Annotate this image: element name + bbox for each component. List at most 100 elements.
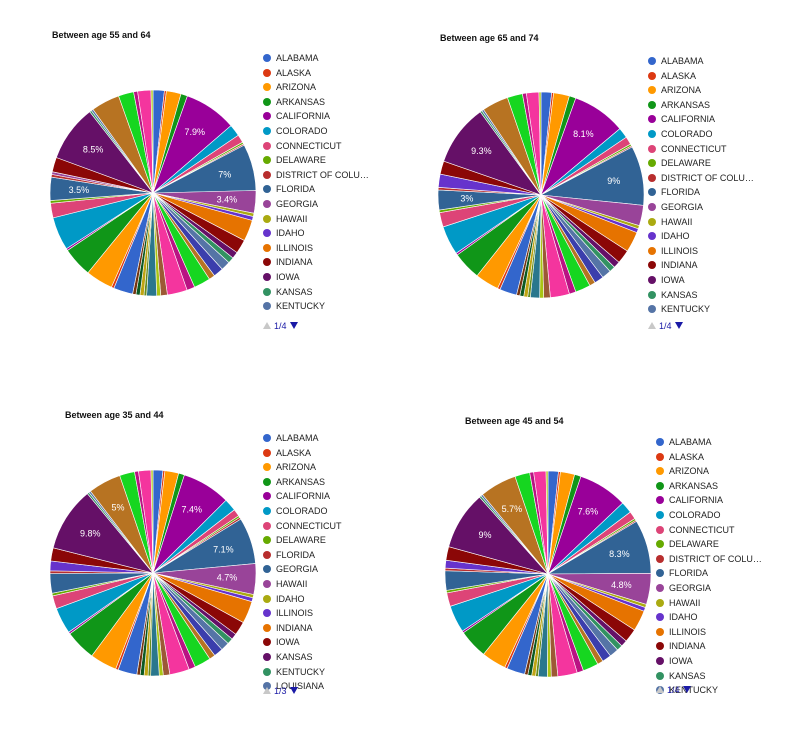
legend-swatch bbox=[656, 554, 664, 563]
legend-swatch bbox=[656, 467, 664, 476]
legend-swatch bbox=[263, 463, 271, 472]
legend-swatch bbox=[263, 594, 271, 603]
legend-swatch bbox=[263, 200, 271, 208]
legend-swatch bbox=[656, 671, 664, 680]
legend-swatch bbox=[648, 276, 656, 284]
legend-label: FLORIDA bbox=[276, 549, 316, 560]
legend-swatch bbox=[656, 584, 664, 592]
legend-label: ARKANSAS bbox=[669, 480, 719, 491]
slice-label: 7% bbox=[218, 169, 231, 179]
slice-label: 9% bbox=[607, 176, 620, 186]
legend-swatch bbox=[656, 438, 664, 446]
legend-swatch bbox=[648, 246, 656, 255]
legend-swatch bbox=[656, 642, 664, 651]
pager-down-icon[interactable] bbox=[290, 687, 298, 694]
legend-swatch bbox=[656, 481, 664, 490]
legend-label: INDIANA bbox=[276, 257, 313, 268]
legend-swatch bbox=[263, 623, 271, 632]
legend-swatch bbox=[263, 127, 271, 135]
legend-swatch bbox=[648, 217, 656, 226]
slice-label: 9.8% bbox=[80, 528, 101, 538]
legend-label: COLORADO bbox=[276, 126, 328, 136]
legend-label: CONNECTICUT bbox=[669, 524, 735, 535]
legend-label: CONNECTICUT bbox=[276, 520, 342, 531]
pie-slice[interactable] bbox=[538, 91, 542, 196]
legend-label: ILLINOIS bbox=[669, 626, 707, 637]
legend-swatch bbox=[648, 57, 656, 65]
legend-swatch bbox=[648, 173, 656, 182]
slice-label: 8.5% bbox=[83, 144, 104, 154]
legend-label: KANSAS bbox=[276, 652, 313, 662]
pager-up-icon[interactable] bbox=[263, 322, 271, 329]
legend-swatch bbox=[648, 115, 656, 124]
legend-swatch bbox=[656, 452, 664, 461]
legend-label: CALIFORNIA bbox=[276, 491, 331, 502]
chart-title: Between age 35 and 44 bbox=[65, 410, 164, 420]
legend-label: ARIZONA bbox=[669, 466, 710, 477]
pager-text: 1/4 bbox=[659, 321, 672, 331]
legend-swatch bbox=[656, 598, 664, 607]
legend-label: INDIANA bbox=[669, 641, 706, 652]
legend-swatch bbox=[648, 100, 656, 109]
legend-swatch bbox=[263, 302, 271, 311]
legend-swatch bbox=[648, 261, 656, 270]
legend-swatch bbox=[263, 667, 271, 676]
legend-label: ILLINOIS bbox=[276, 608, 314, 619]
pie-slice[interactable] bbox=[150, 89, 154, 194]
pie-slice[interactable] bbox=[150, 469, 154, 574]
legend-label: HAWAII bbox=[661, 216, 693, 227]
legend-swatch bbox=[656, 540, 664, 549]
legend-label: ALABAMA bbox=[669, 437, 712, 447]
legend-swatch bbox=[263, 170, 271, 179]
legend-label: INDIANA bbox=[661, 260, 698, 271]
pager-down-icon[interactable] bbox=[675, 322, 683, 329]
pager-text: 1/4 bbox=[667, 685, 680, 695]
legend-label: ILLINOIS bbox=[661, 245, 699, 256]
legend-label: CALIFORNIA bbox=[276, 111, 331, 122]
legend-swatch bbox=[656, 569, 664, 578]
chart-title: Between age 55 and 64 bbox=[52, 30, 151, 40]
legend-swatch bbox=[263, 83, 271, 92]
pager-up-icon[interactable] bbox=[648, 322, 656, 329]
legend-label: HAWAII bbox=[276, 579, 308, 589]
slice-label: 3.5% bbox=[69, 185, 90, 195]
legend-label: IOWA bbox=[276, 637, 300, 648]
legend-label: GEORGIA bbox=[276, 199, 319, 209]
legend-label: IDAHO bbox=[669, 612, 698, 623]
legend-swatch bbox=[263, 112, 271, 121]
legend-swatch bbox=[263, 287, 271, 296]
pager-up-icon[interactable] bbox=[656, 686, 664, 693]
legend-label: GEORGIA bbox=[661, 202, 704, 212]
pie-slice[interactable] bbox=[545, 470, 549, 575]
legend-label: DELAWARE bbox=[661, 158, 711, 169]
legend-swatch bbox=[263, 682, 271, 691]
legend-label: ARKANSAS bbox=[276, 476, 326, 487]
legend-label: DISTRICT OF COLU… bbox=[669, 553, 762, 564]
legend-label: KANSAS bbox=[276, 286, 313, 297]
chart-title: Between age 45 and 54 bbox=[465, 416, 564, 426]
legend-swatch bbox=[263, 477, 271, 486]
legend-swatch bbox=[656, 525, 664, 534]
legend-label: FLORIDA bbox=[661, 187, 701, 198]
legend-label: KENTUCKY bbox=[661, 304, 711, 315]
pager-text: 1/3 bbox=[274, 686, 287, 696]
legend-swatch bbox=[263, 156, 271, 165]
legend-swatch bbox=[263, 214, 271, 223]
legend-label: ALASKA bbox=[276, 67, 312, 78]
legend-swatch bbox=[648, 130, 656, 138]
legend-label: COLORADO bbox=[276, 506, 328, 516]
legend-swatch bbox=[648, 144, 656, 153]
slice-label: 3.4% bbox=[217, 194, 238, 204]
legend-label: COLORADO bbox=[669, 510, 721, 520]
legend-swatch bbox=[648, 71, 656, 80]
pager-down-icon[interactable] bbox=[290, 322, 298, 329]
legend-label: KANSAS bbox=[661, 289, 698, 300]
slice-label: 5.7% bbox=[502, 504, 523, 514]
slice-label: 4.7% bbox=[217, 572, 238, 582]
pager-up-icon[interactable] bbox=[263, 687, 271, 694]
legend-swatch bbox=[263, 273, 271, 281]
legend-swatch bbox=[656, 627, 664, 636]
chart-panel-35-44: Between age 35 and 44 7.4% 7.1% 4.7% 9.8% 5%… bbox=[0, 380, 390, 740]
pager-down-icon[interactable] bbox=[683, 686, 691, 693]
legend-swatch bbox=[656, 613, 664, 622]
